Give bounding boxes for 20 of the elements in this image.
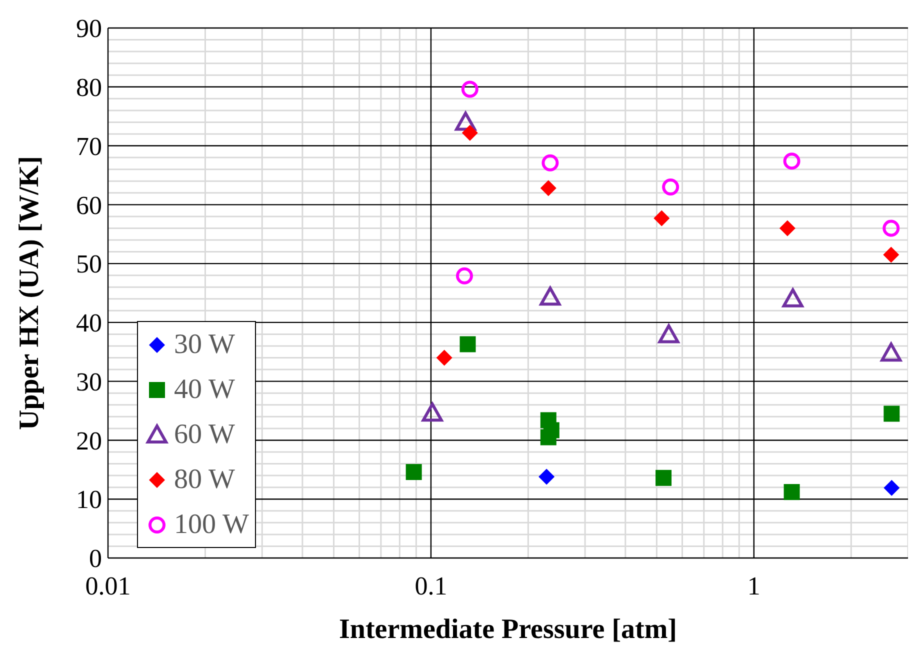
y-tick-label: 40 [76,308,102,338]
y-tick-label: 30 [76,367,102,396]
y-tick-label: 90 [76,14,102,44]
legend-label: 30 W [174,328,235,360]
y-tick-label: 60 [76,190,102,220]
y-tick-label: 10 [76,485,102,514]
legend-label: 80 W [174,464,235,496]
y-tick-label: 20 [76,426,102,456]
y-tick-label: 80 [76,72,102,102]
y-tick-label: 0 [89,544,102,574]
legend-label: 40 W [174,374,235,406]
x-tick-label: 1 [747,571,760,600]
legend-label: 100 W [174,508,249,540]
y-axis-title: Upper HX (UA) [W/K] [14,156,45,430]
y-tick-label: 50 [76,250,102,279]
x-axis-title: Intermediate Pressure [atm] [339,614,677,645]
legend-label: 60 W [174,418,235,450]
x-tick-label: 0.1 [414,571,448,600]
x-tick-label: 0.01 [85,571,131,600]
y-tick-label: 70 [76,132,102,161]
